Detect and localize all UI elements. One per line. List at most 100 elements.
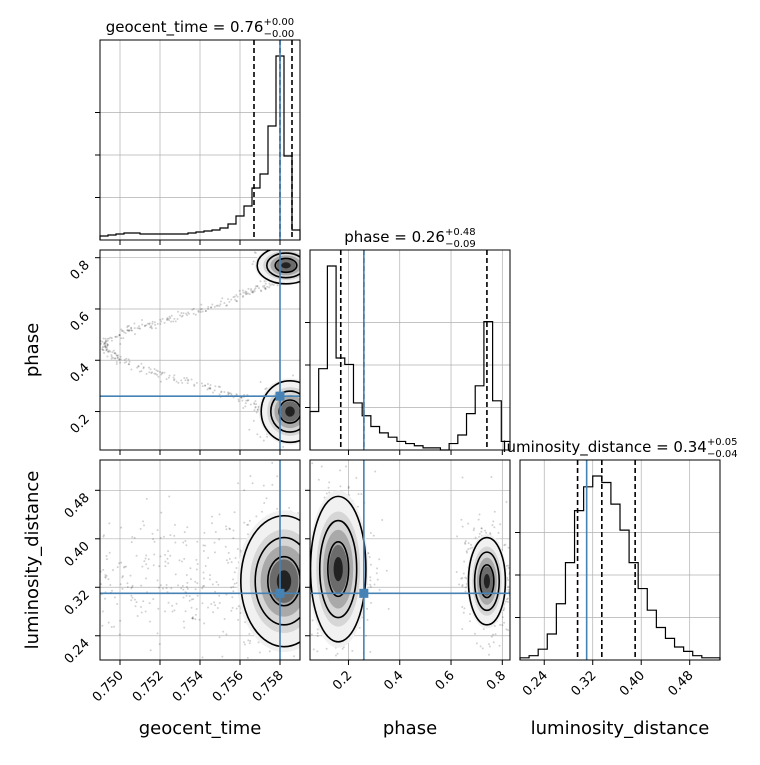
panel-geocent_time-vs-phase-contour-0-1 [270, 390, 300, 433]
panel-phase-vs-luminosity_distance-contour-1-1 [473, 551, 501, 612]
panel-geocent_time-vs-phase-sample-point-307 [236, 295, 239, 298]
panel-phase-vs-luminosity_distance-contour-0-2 [327, 541, 350, 598]
panel-geocent_time-vs-phase-sample-point-301 [173, 378, 176, 381]
panel-phase-vs-luminosity_distance-contour-1-2 [479, 564, 495, 599]
panel-geocent_time-vs-phase-sample-point-464 [226, 391, 229, 394]
panel-geocent_time-vs-phase-sample-point-33 [204, 310, 207, 313]
panel-geocent_time-vs-luminosity_distance-xtick-label-3: 0.756 [210, 668, 247, 705]
panel-geocent_time-vs-phase-sample-point-237 [176, 318, 179, 321]
panel-phase-vs-luminosity_distance-sample-point-434 [456, 535, 459, 538]
panel-geocent_time-vs-phase-sample-point-251 [172, 379, 175, 382]
panel-geocent_time-vs-phase-sample-point-66 [182, 312, 185, 315]
panel-phase-vs-luminosity_distance-sample-point-329 [326, 699, 328, 701]
panel-geocent_time-vs-phase-sample-point-340 [217, 385, 220, 388]
panel-geocent_time-vs-phase-sample-point-584 [256, 433, 259, 436]
panel-geocent_time-vs-phase-sample-point-424 [200, 307, 203, 310]
panel-geocent_time-vs-phase-sample-point-30 [247, 287, 250, 290]
panel-phase-vs-luminosity_distance-sample-point-569 [487, 653, 490, 656]
panel-phase-vs-luminosity_distance-sample-point-550 [511, 599, 513, 601]
panel-geocent_time-vs-phase-sample-point-432 [185, 377, 188, 380]
panel-geocent_time-vs-luminosity_distance-sample-point-684 [118, 633, 121, 636]
panel-geocent_time-vs-luminosity_distance-sample-point-686 [157, 607, 160, 610]
panel-geocent_time-vs-luminosity_distance-sample-point-236 [301, 643, 303, 645]
panel-geocent_time-vs-luminosity_distance-sample-point-357 [315, 689, 317, 691]
panel-geocent_time-vs-luminosity_distance-truth-marker [275, 588, 285, 598]
panel-phase-vs-luminosity_distance-sample-point-488 [461, 627, 464, 630]
panel-geocent_time-vs-luminosity_distance-sample-point-561 [188, 599, 191, 602]
panel-geocent_time-vs-luminosity_distance-sample-point-586 [177, 584, 180, 587]
panel-geocent_time-vs-luminosity_distance-sample-point-442 [202, 585, 205, 588]
panel-geocent_time-vs-phase-sample-point-512 [118, 334, 121, 337]
panel-geocent_time-vs-phase-sample-point-370 [116, 356, 119, 359]
panel-geocent_time-vs-luminosity_distance-sample-point-452 [131, 596, 134, 599]
panel-geocent_time-vs-phase-sample-point-393 [207, 307, 210, 310]
panel-geocent_time-vs-phase-sample-point-202 [130, 326, 133, 329]
panel-geocent_time-vs-phase-sample-point-742 [253, 251, 256, 254]
panel-geocent_time-vs-phase-sample-point-78 [187, 379, 190, 382]
panel-phase-vs-luminosity_distance-sample-point-83 [355, 476, 358, 479]
panel-geocent_time-vs-phase-sample-point-514 [240, 396, 243, 399]
panel-geocent_time-vs-phase-sample-point-560 [306, 395, 308, 397]
panel-phase-vs-luminosity_distance-sample-point-556 [461, 476, 464, 479]
hist-panel-luminosity_distance-xtick-label-1: 0.32 [568, 668, 599, 699]
panel-geocent_time-vs-phase-contour-1-2 [274, 257, 298, 274]
panel-geocent_time-vs-luminosity_distance-sample-point-487 [118, 562, 121, 565]
panel-phase-vs-luminosity_distance-sample-point-730 [494, 633, 497, 636]
panel-phase-vs-luminosity_distance-sample-point-746 [472, 529, 475, 532]
panel-geocent_time-vs-luminosity_distance-sample-point-650 [102, 535, 105, 538]
panel-geocent_time-vs-luminosity_distance-sample-point-615 [210, 603, 213, 606]
panel-geocent_time-vs-luminosity_distance-sample-point-594 [159, 555, 162, 558]
panel-phase-vs-luminosity_distance-sample-point-237 [307, 565, 309, 567]
panel-geocent_time-vs-phase-sample-point-27 [244, 402, 247, 405]
panel-geocent_time-vs-phase-sample-point-93 [105, 349, 108, 352]
panel-geocent_time-vs-phase-sample-point-24 [130, 329, 133, 332]
panel-phase-vs-luminosity_distance-sample-point-743 [505, 628, 508, 631]
panel-geocent_time-vs-luminosity_distance-sample-point-474 [185, 544, 188, 547]
panel-geocent_time-vs-luminosity_distance-sample-point-451 [216, 606, 219, 609]
panel-geocent_time-vs-luminosity_distance-sample-point-703 [234, 557, 237, 560]
panel-geocent_time-vs-luminosity_distance: 0.750 0.752 0.754 0.756 0.758 0.24 0.32 0.40 0.4… [62, 459, 317, 705]
panel-geocent_time-vs-phase-sample-point-39 [101, 348, 104, 351]
panel-phase-vs-luminosity_distance-sample-point-534 [507, 590, 510, 593]
panel-geocent_time-vs-phase-sample-point-84 [232, 296, 235, 299]
panel-geocent_time-vs-phase-sample-point-77 [107, 350, 110, 353]
panel-geocent_time-vs-phase-sample-point-195 [126, 326, 129, 329]
panel-phase-vs-luminosity_distance-sample-point-661 [461, 605, 464, 608]
panel-phase-vs-luminosity_distance-sample-point-574 [460, 577, 463, 580]
panel-phase-vs-luminosity_distance-sample-point-74 [310, 633, 313, 636]
panel-geocent_time-vs-luminosity_distance-sample-point-636 [211, 522, 214, 525]
panel-phase-vs-luminosity_distance-sample-point-306 [381, 518, 384, 521]
panel-geocent_time-vs-luminosity_distance-sample-point-154 [243, 521, 246, 524]
panel-geocent_time-vs-phase-sample-point-313 [113, 351, 116, 354]
panel-geocent_time-vs-luminosity_distance-sample-point-546 [186, 581, 189, 584]
panel-geocent_time-vs-luminosity_distance-sample-point-709 [217, 583, 220, 586]
panel-geocent_time-vs-phase-sample-point-360 [160, 320, 163, 323]
panel-geocent_time-vs-luminosity_distance-sample-point-433 [130, 594, 133, 597]
panel-geocent_time-vs-phase-sample-point-699 [276, 284, 279, 287]
panel-geocent_time-vs-phase-ytick-label-3: 0.8 [68, 258, 93, 283]
panel-geocent_time-vs-luminosity_distance-sample-point-579 [201, 587, 204, 590]
panel-geocent_time-vs-phase-sample-point-363 [256, 284, 259, 287]
panel-geocent_time-vs-luminosity_distance-sample-point-605 [165, 587, 168, 590]
panel-geocent_time-vs-phase-sample-point-223 [110, 355, 113, 358]
panel-geocent_time-vs-phase-sample-point-29 [110, 337, 113, 340]
panel-phase-vs-luminosity_distance-sample-point-554 [502, 608, 505, 611]
panel-geocent_time-vs-phase-sample-point-469 [260, 290, 263, 293]
panel-geocent_time-vs-luminosity_distance-sample-point-505 [204, 544, 207, 547]
panel-geocent_time-vs-phase-sample-point-290 [197, 310, 200, 313]
panel-geocent_time-vs-phase-sample-point-423 [246, 399, 249, 402]
panel-geocent_time-vs-phase-sample-point-368 [159, 322, 162, 325]
panel-geocent_time-vs-phase-sample-point-426 [136, 327, 139, 330]
panel-geocent_time-vs-luminosity_distance-sample-point-556 [136, 615, 139, 618]
panel-geocent_time-vs-luminosity_distance-sample-point-549 [196, 594, 199, 597]
panel-phase-vs-luminosity_distance-sample-point-72 [323, 496, 326, 499]
panel-phase-vs-luminosity_distance-sample-point-720 [503, 544, 506, 547]
panel-geocent_time-vs-luminosity_distance-contour-0-2 [267, 555, 300, 607]
panel-phase-vs-luminosity_distance-sample-point-134 [305, 540, 307, 542]
panel-geocent_time-vs-luminosity_distance-sample-point-525 [232, 585, 235, 588]
hist-panel-phase-title: phase = 0.26+0.48 −0.09 [344, 227, 476, 250]
panel-phase-vs-luminosity_distance-sample-point-408 [372, 534, 375, 537]
panel-geocent_time-vs-luminosity_distance-sample-point-646 [123, 565, 126, 568]
panel-geocent_time-vs-luminosity_distance-sample-point-645 [180, 587, 183, 590]
panel-phase-vs-luminosity_distance-sample-point-525 [464, 541, 467, 544]
